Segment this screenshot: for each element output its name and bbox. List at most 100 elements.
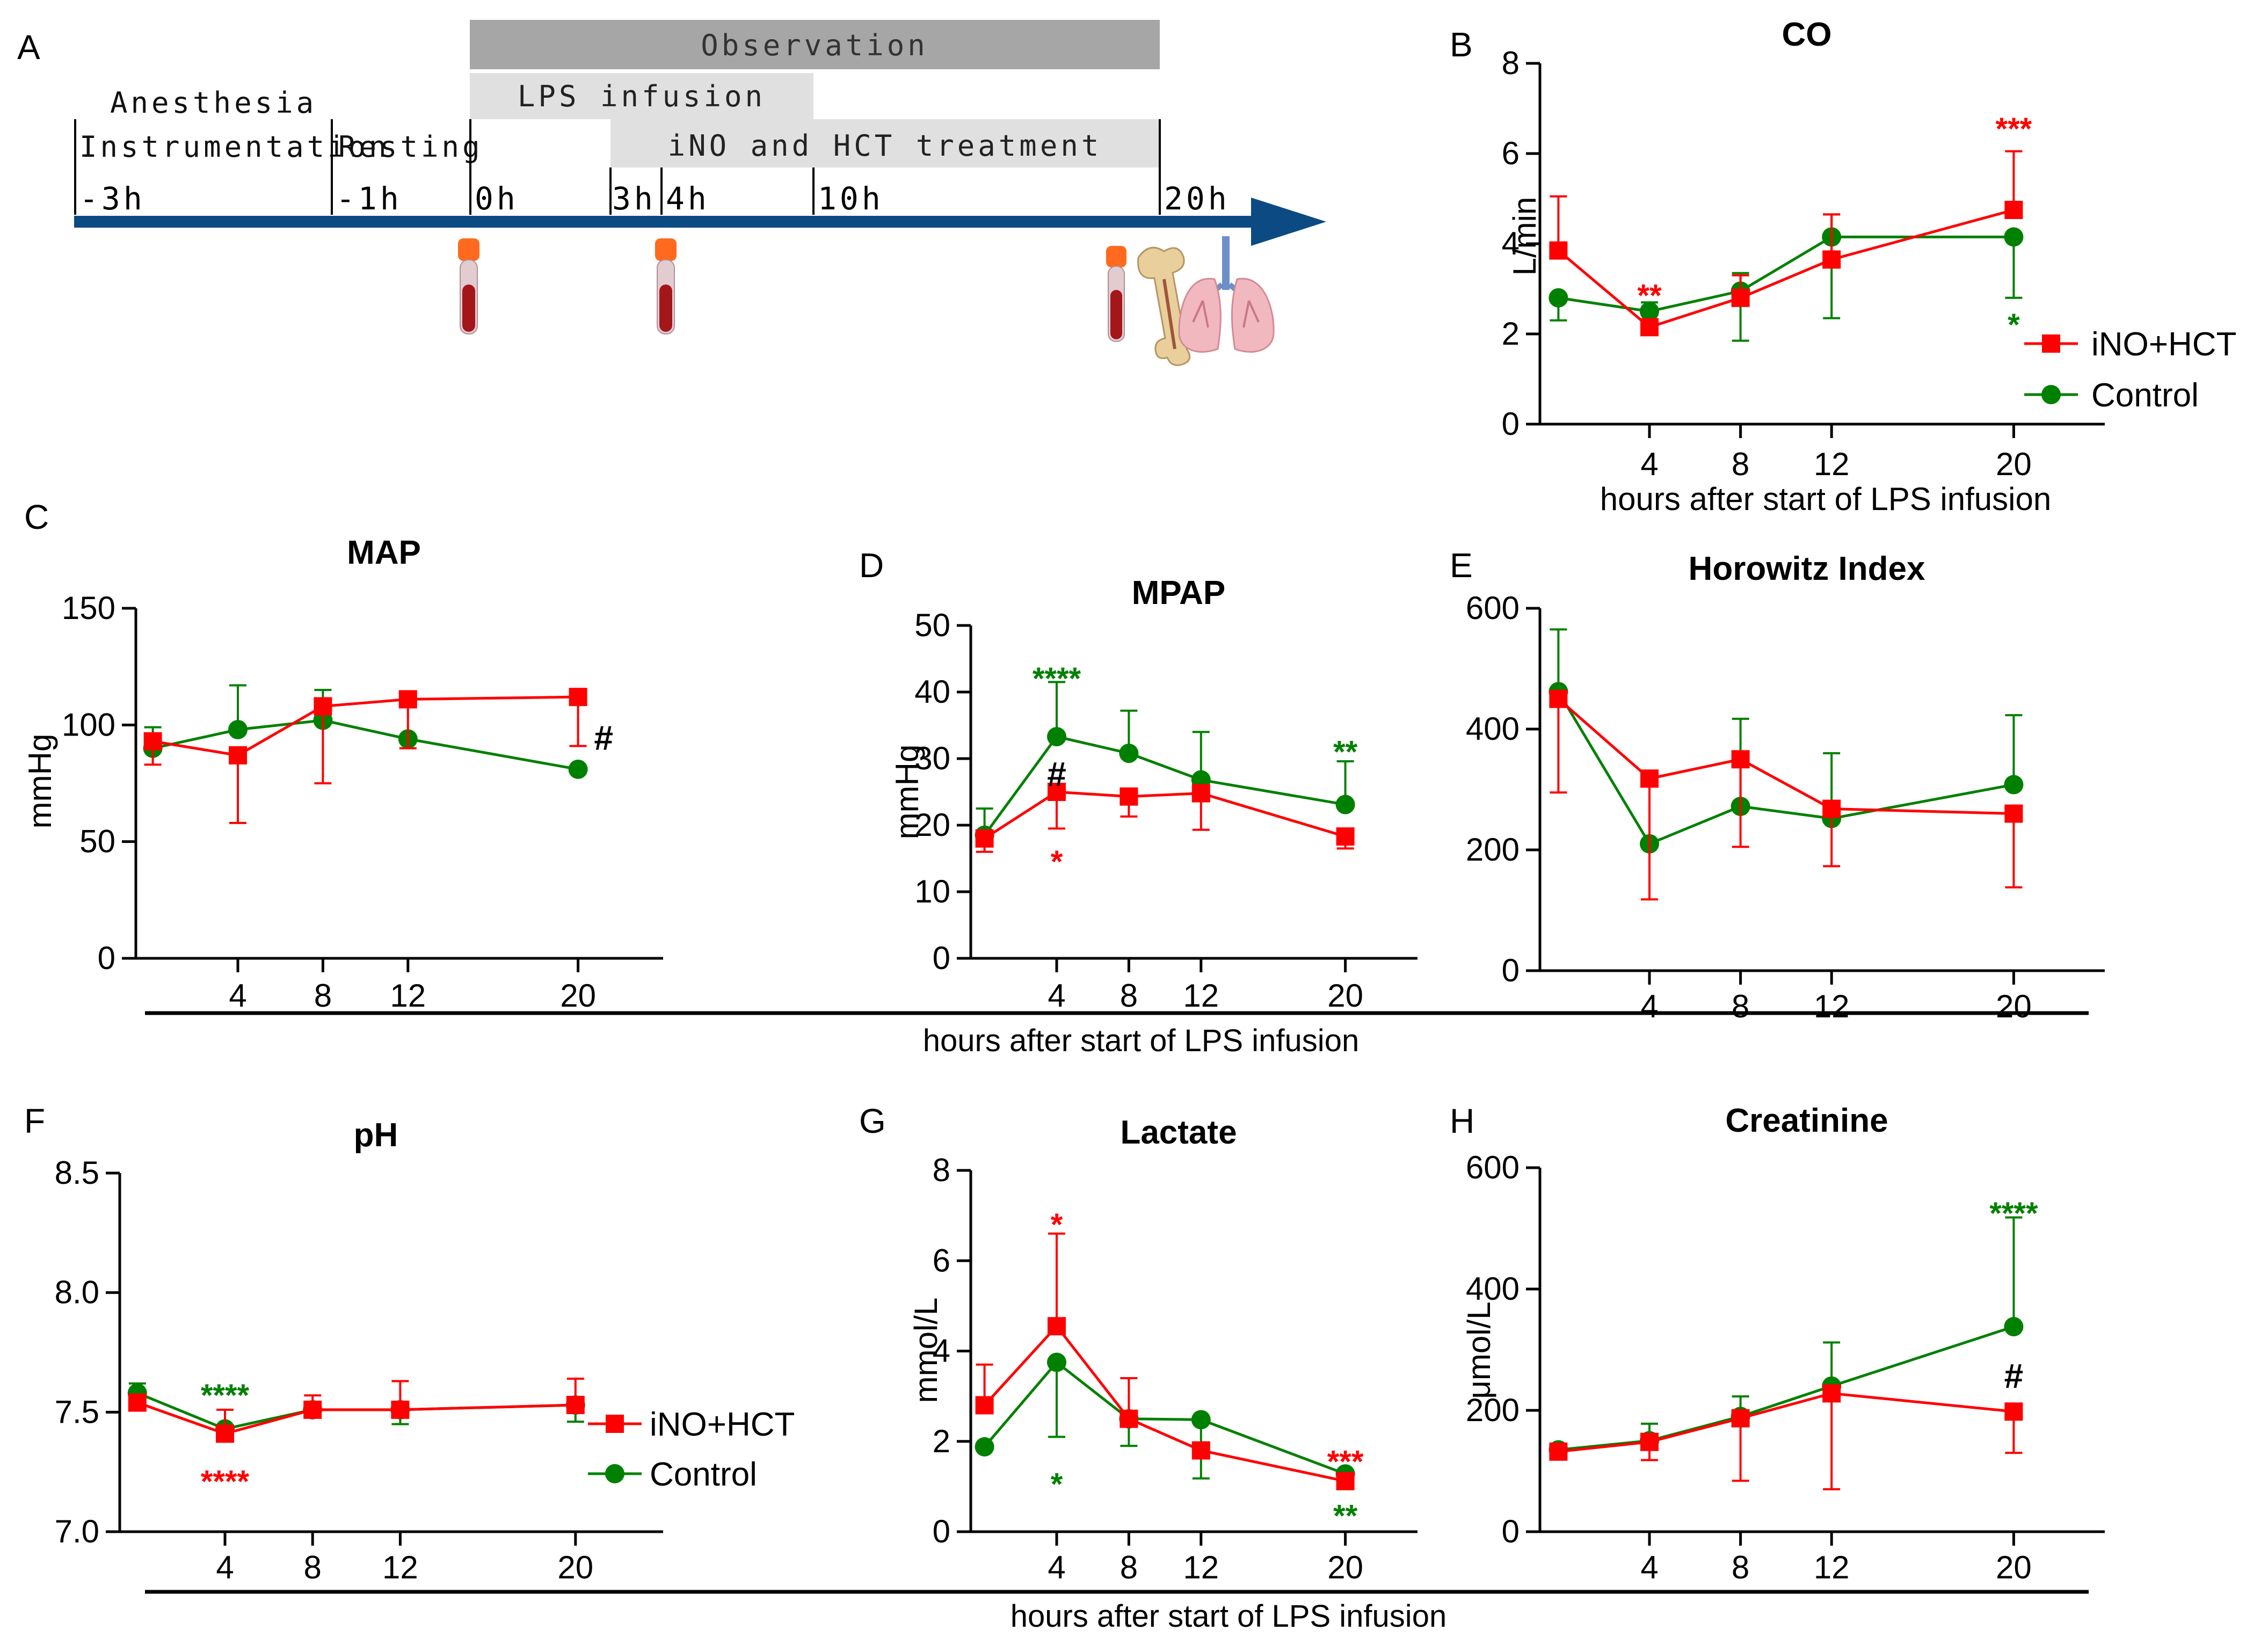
- chart-f: 7.0 7.5 8.0 8.5 4 8 12 20 pH **** **** iNO+HCT Contr…: [55, 1117, 795, 1585]
- x-tick-label: 12: [1814, 446, 1850, 482]
- bone-icon: [1137, 246, 1191, 366]
- timeline-tick-minus1h: -1h: [336, 180, 402, 217]
- data-point-square: [1336, 827, 1355, 846]
- data-point-circle: [1335, 795, 1355, 814]
- data-point-square: [569, 688, 587, 707]
- x-tick-label: 4: [1640, 446, 1658, 482]
- x-tick-label: 20: [1327, 978, 1363, 1014]
- data-point-square: [1549, 689, 1568, 708]
- series-ino-hct: [1549, 150, 2023, 337]
- data-point-square: [1822, 1384, 1841, 1403]
- chart-c: 0 50 100 150 4 8 12 20 MAP mmHg #: [22, 534, 663, 1014]
- series-line: [983, 1324, 1346, 1483]
- timeline-tick-4h: 4h: [666, 180, 710, 217]
- timeline-tick-3h: 3h: [612, 180, 656, 217]
- data-point-square: [1191, 1441, 1210, 1460]
- y-tick-label: 7.5: [55, 1394, 99, 1430]
- y-tick-label: 600: [1466, 590, 1520, 626]
- x-tick-label: 8: [314, 978, 332, 1014]
- data-point-square: [1731, 750, 1750, 769]
- series-control: [975, 681, 1355, 845]
- y-tick-label: 0: [933, 1513, 950, 1549]
- y-tick-label: 600: [1466, 1149, 1520, 1185]
- timeline-tick-20h: 20h: [1164, 180, 1230, 217]
- y-tick-label: 50: [914, 607, 950, 643]
- data-point-square: [1048, 783, 1066, 801]
- data-point-square: [1191, 784, 1210, 803]
- series-line: [983, 1360, 1346, 1475]
- x-tick-label: 4: [1640, 988, 1658, 1024]
- y-axis-label: mmol/L: [908, 1298, 944, 1403]
- data-point-square: [1549, 1442, 1568, 1461]
- x-tick-label: 20: [560, 978, 596, 1014]
- ino-hct-treatment-bar: [610, 119, 1160, 168]
- data-point-square: [1731, 1409, 1750, 1428]
- x-axis-label: hours after start of LPS infusion: [1600, 481, 2051, 517]
- series-line: [984, 790, 1346, 840]
- panel-letter-e: E: [1450, 546, 1473, 585]
- data-point-square: [1640, 318, 1659, 337]
- legend-label: Control: [650, 1456, 757, 1493]
- data-point-square: [314, 697, 332, 716]
- x-tick-label: 4: [216, 1549, 234, 1585]
- data-point-square: [1822, 250, 1841, 269]
- data-point-circle: [1640, 302, 1659, 321]
- x-tick-label: 20: [1996, 988, 2032, 1024]
- series-line: [1557, 690, 2014, 846]
- ino-hct-treatment-label: iNO and HCT treatment: [668, 129, 1102, 163]
- x-tick-label: 20: [1327, 1549, 1363, 1585]
- panel-letter-d: D: [859, 546, 884, 585]
- x-tick-label: 20: [1996, 446, 2032, 482]
- chart-h: 0 200 400 600 4 8 12 20 Creatinine μmol/L **** #: [1461, 1102, 2105, 1585]
- significance-annotation: **: [1333, 735, 1358, 770]
- x-tick-label: 4: [1048, 1549, 1065, 1585]
- lps-infusion-bar: [470, 73, 813, 119]
- series-control: [1549, 628, 2024, 854]
- legend: iNO+HCT Control: [2024, 326, 2236, 414]
- significance-annotation: *: [1051, 845, 1063, 879]
- legend-marker-square: [2042, 334, 2060, 353]
- panel-letter-a: A: [17, 28, 40, 67]
- chart-e: 0 200 400 600 4 8 12 20 Horowitz Index: [1466, 550, 2105, 1024]
- y-axis-label: μmol/L: [1461, 1301, 1497, 1399]
- x-tick-label: 8: [1120, 978, 1138, 1014]
- series-ino-hct: [975, 1232, 1355, 1490]
- panel-letter-b: B: [1450, 25, 1473, 64]
- data-point-square: [1640, 1432, 1659, 1451]
- series-line: [152, 695, 578, 757]
- bottom-row-xlabel: hours after start of LPS infusion: [1011, 1599, 1446, 1634]
- data-point-circle: [1191, 1410, 1211, 1430]
- series-control: [975, 1352, 1355, 1484]
- legend: iNO+HCT Control: [588, 1406, 795, 1493]
- x-tick-label: 8: [1732, 988, 1749, 1024]
- x-tick-label: 12: [1183, 978, 1219, 1014]
- y-tick-label: 2: [1502, 316, 1520, 352]
- data-point-circle: [1119, 744, 1139, 763]
- chart-b: 0 2 4 6 8 4 8 12 20 CO L/min hours after start of L…: [1502, 16, 2237, 517]
- data-point-circle: [1549, 288, 1568, 308]
- significance-annotation: *: [1051, 1467, 1063, 1502]
- data-point-square: [398, 690, 417, 709]
- data-point-square: [975, 829, 994, 848]
- significance-annotation: ****: [1033, 661, 1081, 696]
- data-point-square: [216, 1424, 234, 1443]
- y-tick-label: 0: [1502, 1513, 1520, 1549]
- significance-annotation: ****: [201, 1378, 250, 1413]
- y-tick-label: 0: [1502, 406, 1520, 442]
- y-tick-label: 2: [933, 1423, 950, 1459]
- data-point-square: [2004, 201, 2023, 219]
- data-point-square: [1120, 1409, 1138, 1428]
- data-point-square: [1120, 787, 1138, 806]
- data-point-square: [1822, 799, 1841, 818]
- significance-annotation: ****: [1989, 1196, 2038, 1231]
- data-point-circle: [1047, 1352, 1066, 1372]
- y-axis-label: L/min: [1507, 197, 1543, 276]
- significance-annotation: *: [1051, 1207, 1063, 1242]
- y-tick-label: 400: [1466, 711, 1520, 747]
- x-tick-label: 8: [1732, 446, 1749, 482]
- data-point-square: [391, 1400, 410, 1419]
- lps-infusion-label: LPS infusion: [518, 79, 766, 113]
- timeline-panel: A Observation LPS infusion iNO and HCT t…: [17, 20, 1326, 366]
